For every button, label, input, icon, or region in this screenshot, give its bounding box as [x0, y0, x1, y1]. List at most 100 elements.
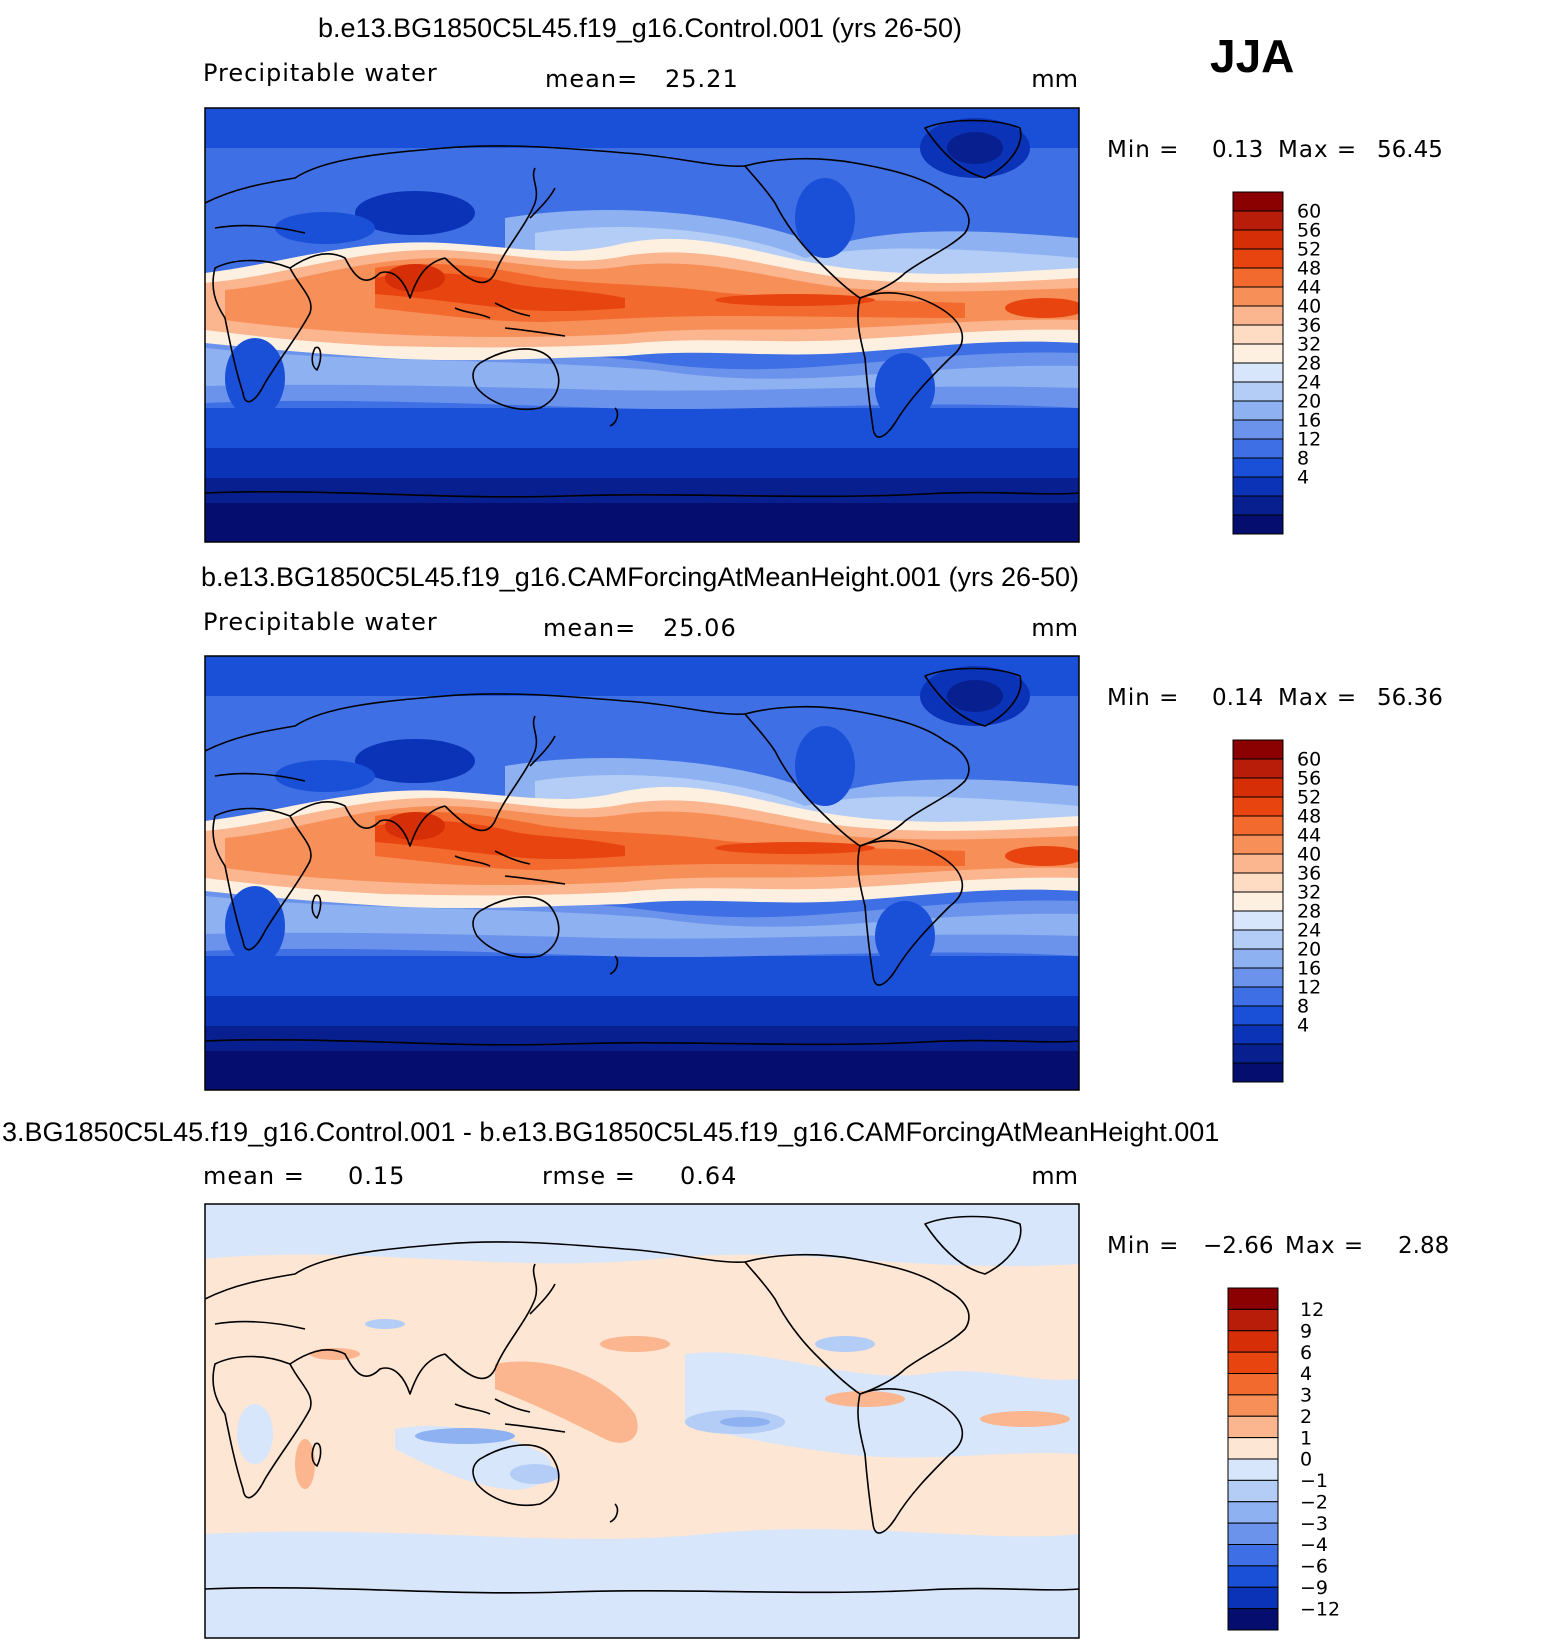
colorbar-tick-label: 56: [1297, 768, 1321, 790]
colorbar-tick-label: 20: [1297, 939, 1321, 961]
variable-label: Precipitable water: [203, 59, 438, 87]
colorbar-tick-label: 16: [1297, 958, 1321, 980]
colorbar-tick-label: 9: [1300, 1320, 1312, 1342]
colorbar-swatch: [1232, 324, 1284, 345]
colorbar-tick-label: 2: [1300, 1406, 1312, 1428]
variable-label: Precipitable water: [203, 608, 438, 636]
colorbar-tick-label: 12: [1297, 977, 1321, 999]
max-label: Max =: [1285, 1233, 1364, 1259]
colorbar-tick-label: 40: [1297, 296, 1321, 318]
rmse-value: 0.64: [680, 1162, 737, 1190]
colorbar-tick-label: 44: [1297, 825, 1321, 847]
colorbar-tick-label: 44: [1297, 277, 1321, 299]
colorbar-swatch: [1232, 1062, 1284, 1083]
colorbar-tick-label: 12: [1297, 429, 1321, 451]
units-label: mm: [1031, 614, 1078, 642]
colorbar-tick-label: 32: [1297, 882, 1321, 904]
colorbar-swatch: [1232, 777, 1284, 798]
colorbar-swatch: [1232, 419, 1284, 440]
units-label: mm: [1031, 1162, 1078, 1190]
map-panel: [204, 1203, 1080, 1639]
colorbar-swatch: [1232, 910, 1284, 931]
colorbar-swatch: [1227, 1437, 1279, 1460]
colorbar-swatch: [1232, 1005, 1284, 1026]
max-value: 56.36: [1377, 685, 1443, 711]
min-value: 0.14: [1212, 685, 1263, 711]
colorbar-tick-label: −3: [1300, 1513, 1328, 1535]
colorbar-tick-label: 12: [1300, 1299, 1324, 1321]
panel-title: b.e13.BG1850C5L45.f19_g16.Control.001 (y…: [318, 13, 962, 43]
min-label: Min =: [1107, 137, 1179, 163]
colorbar-tick-label: −1: [1300, 1470, 1328, 1492]
mean-value: 0.15: [348, 1162, 405, 1190]
colorbar-swatch: [1232, 1043, 1284, 1064]
colorbar-swatch: [1232, 853, 1284, 874]
colorbar-swatch: [1232, 457, 1284, 478]
colorbar-swatch: [1232, 739, 1284, 760]
colorbar-swatch: [1227, 1479, 1279, 1503]
colorbar-swatch: [1232, 305, 1284, 326]
colorbar-tick-label: 3: [1300, 1385, 1312, 1407]
colorbar-tick-label: 60: [1297, 749, 1321, 771]
colorbar-tick-label: 8: [1297, 448, 1309, 470]
colorbar-swatch: [1232, 362, 1284, 383]
panel-control: b.e13.BG1850C5L45.f19_g16.Control.001 (y…: [203, 13, 1443, 543]
panel-title: b.e13.BG1850C5L45.f19_g16.CAMForcingAtMe…: [201, 562, 1079, 592]
season-label: JJA: [1210, 30, 1294, 82]
colorbar-tick-label: −2: [1300, 1491, 1328, 1513]
max-value: 2.88: [1398, 1233, 1449, 1259]
colorbar-tick-label: 4: [1297, 1015, 1309, 1037]
colorbar-swatch: [1232, 967, 1284, 988]
panel-title: 3.BG1850C5L45.f19_g16.Control.001 - b.e1…: [2, 1117, 1219, 1147]
colorbar-tick-label: 60: [1297, 201, 1321, 223]
min-label: Min =: [1107, 685, 1179, 711]
colorbar-swatch: [1232, 343, 1284, 364]
colorbar-swatch: [1227, 1351, 1279, 1374]
mean-value: 25.06: [663, 614, 737, 642]
colorbar-tick-label: −6: [1300, 1556, 1328, 1578]
colorbar-tick-label: 36: [1297, 315, 1321, 337]
colorbar-swatch: [1227, 1501, 1279, 1524]
mean-label: mean=: [545, 65, 638, 93]
min-value: 0.13: [1212, 137, 1263, 163]
colorbar-swatch: [1232, 986, 1284, 1007]
colorbar-tick-label: 24: [1297, 372, 1321, 394]
colorbar-swatch: [1232, 438, 1284, 459]
colorbar-swatch: [1227, 1373, 1279, 1396]
colorbar-tick-label: −9: [1300, 1577, 1328, 1599]
max-label: Max =: [1278, 685, 1357, 711]
colorbar-tick-label: 4: [1297, 467, 1309, 489]
colorbar-swatch: [1232, 286, 1284, 307]
colorbar-tick-label: 6: [1300, 1342, 1312, 1364]
colorbar-tick-label: 40: [1297, 844, 1321, 866]
colorbar-tick-label: 52: [1297, 787, 1321, 809]
colorbar-tick-label: 48: [1297, 258, 1321, 280]
units-label: mm: [1031, 65, 1078, 93]
colorbar-tick-label: −12: [1300, 1598, 1340, 1620]
colorbar-swatch: [1227, 1458, 1279, 1481]
panel-cam-forcing: b.e13.BG1850C5L45.f19_g16.CAMForcingAtMe…: [201, 562, 1443, 1091]
colorbar-tick-label: 0: [1300, 1449, 1312, 1471]
colorbar-tick-label: 28: [1297, 901, 1321, 923]
colorbar-tick-label: 4: [1300, 1363, 1312, 1385]
colorbar-tick-label: 20: [1297, 391, 1321, 413]
colorbar-swatch: [1232, 758, 1284, 779]
colorbar-swatch: [1232, 948, 1284, 969]
colorbar-tick-label: 48: [1297, 806, 1321, 828]
mean-label: mean =: [203, 1162, 305, 1190]
max-value: 56.45: [1377, 137, 1443, 163]
colorbar-swatch: [1232, 815, 1284, 836]
mean-label: mean=: [543, 614, 636, 642]
colorbar-tick-label: 56: [1297, 220, 1321, 242]
map-panel: [204, 107, 1080, 543]
colorbar-swatch: [1227, 1415, 1279, 1439]
colorbar-swatch: [1232, 796, 1284, 817]
colorbar-swatch: [1232, 1024, 1284, 1045]
colorbar-swatch: [1232, 400, 1284, 421]
colorbar-swatch: [1232, 834, 1284, 855]
colorbar-swatch: [1232, 381, 1284, 402]
colorbar-tick-label: 32: [1297, 334, 1321, 356]
